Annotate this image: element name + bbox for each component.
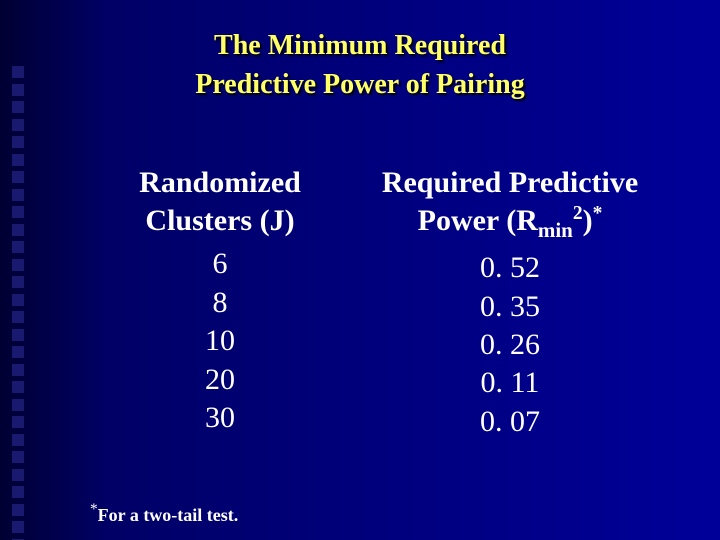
table-row: 10	[90, 322, 350, 360]
bullet-square	[12, 311, 24, 323]
col2-header-line1: Required Predictive	[382, 166, 638, 199]
bullet-square	[12, 206, 24, 218]
column-clusters-data: 6 8 10 20 30	[90, 245, 350, 437]
bullet-square	[12, 399, 24, 411]
col1-header-line1: Randomized	[139, 166, 301, 199]
table-row: 30	[90, 399, 350, 437]
column-clusters: Randomized Clusters (J) 6 8 10 20 30	[90, 164, 350, 441]
bullet-square	[12, 504, 24, 516]
column-power: Required Predictive Power (Rmin2)* 0. 52…	[360, 164, 660, 441]
bullet-square	[12, 346, 24, 358]
bullet-square	[12, 66, 24, 78]
bullet-square	[12, 241, 24, 253]
bullet-square	[12, 189, 24, 201]
title-line-2: Predictive Power of Pairing	[195, 69, 524, 100]
title-line-1: The Minimum Required	[214, 30, 506, 61]
table-row: 6	[90, 245, 350, 283]
bullet-square	[12, 84, 24, 96]
col1-header-line2: Clusters (J)	[145, 204, 294, 237]
bullet-square	[12, 364, 24, 376]
table-content: Randomized Clusters (J) 6 8 10 20 30 Req…	[0, 164, 720, 441]
bullet-square	[12, 469, 24, 481]
bullet-square	[12, 136, 24, 148]
table-row: 0. 35	[360, 288, 660, 326]
table-row: 0. 52	[360, 249, 660, 287]
bullet-square	[12, 119, 24, 131]
col2-header-line2: Power (Rmin2)*	[418, 204, 603, 237]
footnote-text: For a two-tail test.	[98, 505, 239, 525]
footnote: *For a two-tail test.	[90, 501, 238, 526]
table-row: 0. 07	[360, 403, 660, 441]
footnote-star: *	[90, 501, 98, 518]
slide-title: The Minimum Required Predictive Power of…	[0, 26, 720, 104]
side-bullet-strip	[12, 66, 24, 540]
bullet-square	[12, 154, 24, 166]
column-power-header: Required Predictive Power (Rmin2)*	[360, 164, 660, 243]
table-row: 0. 26	[360, 326, 660, 364]
table-row: 20	[90, 361, 350, 399]
bullet-square	[12, 224, 24, 236]
bullet-square	[12, 521, 24, 533]
bullet-square	[12, 486, 24, 498]
bullet-square	[12, 276, 24, 288]
bullet-square	[12, 416, 24, 428]
bullet-square	[12, 329, 24, 341]
table-row: 8	[90, 284, 350, 322]
column-clusters-header: Randomized Clusters (J)	[90, 164, 350, 239]
column-power-data: 0. 52 0. 35 0. 26 0. 11 0. 07	[360, 249, 660, 441]
bullet-square	[12, 259, 24, 271]
bullet-square	[12, 294, 24, 306]
bullet-square	[12, 451, 24, 463]
bullet-square	[12, 381, 24, 393]
bullet-square	[12, 101, 24, 113]
bullet-square	[12, 434, 24, 446]
table-row: 0. 11	[360, 364, 660, 402]
bullet-square	[12, 171, 24, 183]
